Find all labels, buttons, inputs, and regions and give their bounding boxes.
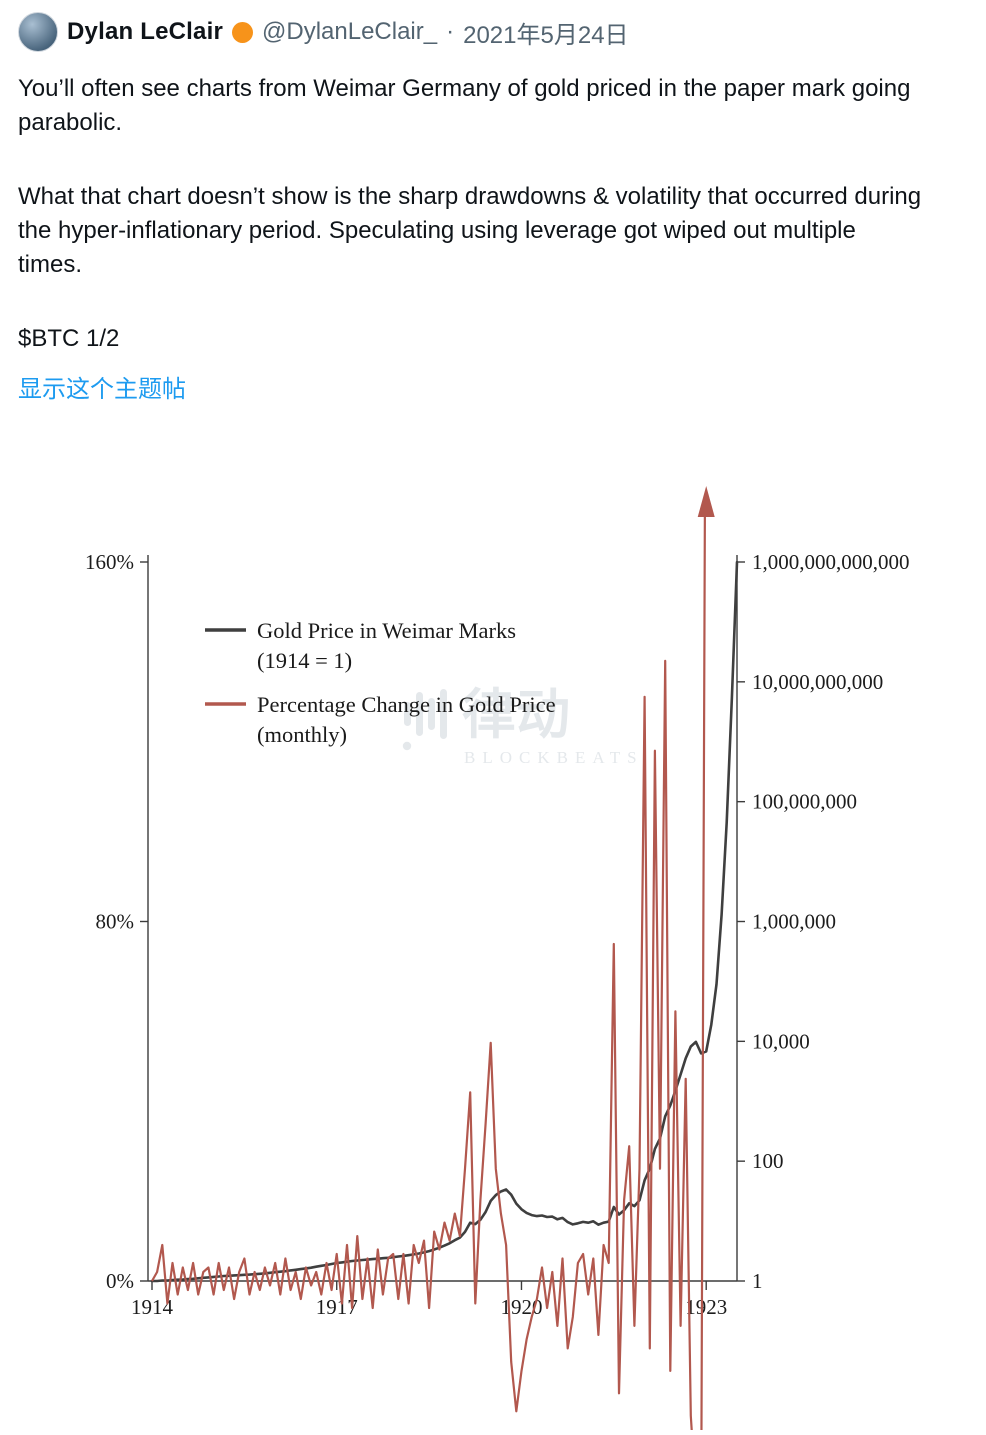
chart-axes xyxy=(140,555,745,1290)
tweet-ticker: $BTC 1/2 xyxy=(18,325,120,352)
svg-text:BLOCKBEATS: BLOCKBEATS xyxy=(464,748,644,767)
blockbeats-watermark: 律动 BLOCKBEATS xyxy=(402,685,644,767)
left-axis-tick-label: 160% xyxy=(85,550,134,574)
orange-circle-emoji xyxy=(232,21,253,43)
weimar-gold-chart: 律动 BLOCKBEATS 0% 80% 160% 1 100 10,000 1,000,000… xyxy=(85,486,910,1430)
right-axis-tick-label: 1,000,000,000,000 xyxy=(752,550,910,574)
separator-dot: · xyxy=(446,18,455,45)
axis-labels: 0% 80% 160% 1 100 10,000 1,000,000 100,000,000 1… xyxy=(85,550,910,1319)
offscale-up-arrow-icon xyxy=(697,486,715,517)
tweet-paragraph-1: You’ll often see charts from Weimar Germ… xyxy=(18,75,911,136)
right-axis-tick-label: 1,000,000 xyxy=(752,910,836,934)
tweet-paragraph-2: What that chart doesn’t show is the shar… xyxy=(18,183,922,278)
author-name[interactable]: Dylan LeClair xyxy=(67,18,223,45)
chart-legend: Gold Price in Weimar Marks (1914 = 1) Perc… xyxy=(205,618,556,747)
right-axis-tick-label: 10,000,000,000 xyxy=(752,670,883,694)
tweet-header: Dylan LeClair @DylanLeClair_ · 2021年5月24… xyxy=(18,12,950,52)
tweet-date[interactable]: 2021年5月24日 xyxy=(463,21,629,49)
right-axis-tick-label: 10,000 xyxy=(752,1029,810,1053)
author-handle[interactable]: @DylanLeClair_ xyxy=(262,18,438,45)
legend-label: (monthly) xyxy=(257,722,347,747)
right-axis-tick-label: 100,000,000 xyxy=(752,790,857,814)
svg-text:律动: 律动 xyxy=(462,685,570,745)
legend-label: (1914 = 1) xyxy=(257,648,352,673)
left-axis-tick-label: 0% xyxy=(106,1269,134,1293)
right-axis-tick-label: 100 xyxy=(752,1149,784,1173)
avatar[interactable] xyxy=(18,12,58,52)
pct-change-line xyxy=(151,510,706,1430)
right-axis-tick-label: 1 xyxy=(752,1269,763,1293)
x-axis-tick-label: 1923 xyxy=(685,1295,727,1319)
chart-container: 律动 BLOCKBEATS 0% 80% 160% 1 100 10,000 1,000,000… xyxy=(0,470,986,1430)
show-thread-link[interactable]: 显示这个主题帖 xyxy=(18,376,186,403)
left-axis-tick-label: 80% xyxy=(96,910,135,934)
legend-label: Percentage Change in Gold Price xyxy=(257,692,556,717)
legend-label: Gold Price in Weimar Marks xyxy=(257,618,516,643)
